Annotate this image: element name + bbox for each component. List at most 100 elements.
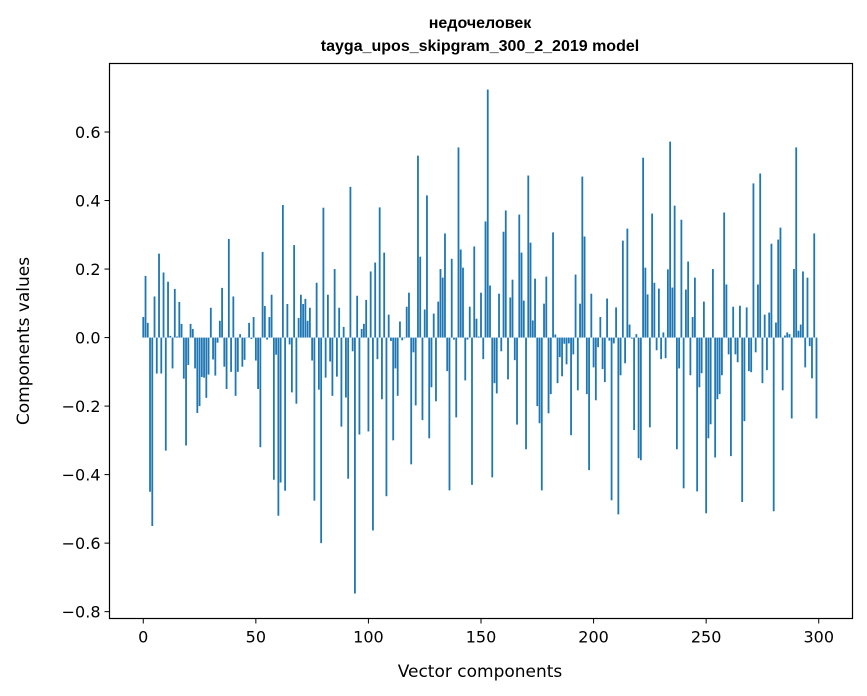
- bar-25: [198, 337, 201, 407]
- bar-263: [734, 337, 737, 355]
- bar-36: [223, 337, 226, 367]
- bar-2: [146, 322, 149, 338]
- bar-179: [545, 276, 548, 338]
- bar-112: [394, 337, 397, 369]
- bar-229: [657, 288, 660, 338]
- bar-254: [714, 337, 717, 458]
- bar-190: [570, 337, 572, 436]
- bar-206: [606, 298, 608, 338]
- bar-140: [457, 147, 460, 338]
- x-tick-label: 100: [353, 628, 384, 647]
- bar-48: [250, 337, 253, 339]
- bar-277: [766, 337, 768, 371]
- bar-131: [437, 301, 440, 338]
- bar-120: [412, 337, 415, 353]
- bar-124: [421, 337, 424, 421]
- bar-77: [315, 282, 318, 338]
- x-tick-label: 50: [246, 628, 266, 647]
- bar-128: [430, 337, 433, 388]
- bar-290: [795, 147, 798, 338]
- bar-298: [813, 233, 816, 338]
- bar-173: [531, 320, 534, 338]
- bar-218: [633, 337, 636, 431]
- bar-27: [203, 337, 205, 378]
- bar-122: [417, 155, 419, 338]
- bar-294: [804, 337, 807, 368]
- bar-180: [547, 337, 550, 414]
- bar-31: [212, 337, 214, 360]
- bar-242: [687, 261, 690, 338]
- bar-85: [333, 269, 336, 338]
- y-tick-label: 0.6: [75, 123, 100, 142]
- x-tick-label: 250: [691, 628, 722, 647]
- bar-236: [673, 205, 676, 338]
- bar-215: [626, 228, 629, 338]
- bar-80: [322, 207, 325, 338]
- bar-88: [340, 337, 343, 427]
- bar-291: [797, 330, 800, 338]
- bar-47: [248, 322, 250, 338]
- bar-249: [702, 301, 705, 338]
- bar-174: [534, 278, 536, 338]
- bar-168: [520, 252, 523, 338]
- bar-221: [639, 337, 642, 461]
- bar-275: [761, 337, 764, 384]
- bar-238: [678, 337, 681, 369]
- bar-216: [628, 324, 631, 338]
- bar-0: [142, 317, 145, 338]
- bar-160: [502, 231, 505, 338]
- bar-115: [401, 337, 404, 341]
- bar-52: [259, 337, 262, 448]
- bar-23: [194, 337, 196, 369]
- y-tick-label: −0.2: [62, 397, 101, 416]
- bar-97: [360, 329, 363, 338]
- bar-130: [435, 337, 437, 402]
- bar-198: [588, 337, 590, 471]
- bar-74: [308, 307, 311, 338]
- bar-203: [599, 317, 602, 338]
- bar-159: [500, 337, 503, 352]
- bar-155: [491, 337, 494, 478]
- bar-44: [241, 337, 244, 367]
- chart-subtitle: tayga_upos_skipgram_300_2_2019 model: [321, 38, 639, 55]
- bar-84: [331, 337, 334, 396]
- y-tick-label: 0.0: [75, 329, 100, 348]
- bar-134: [444, 233, 446, 338]
- bar-87: [338, 307, 341, 338]
- bar-247: [698, 337, 701, 388]
- bar-217: [630, 337, 633, 339]
- bar-237: [675, 337, 678, 450]
- bar-103: [374, 262, 377, 338]
- bar-107: [383, 252, 386, 338]
- bar-192: [574, 274, 577, 338]
- bar-20: [187, 337, 190, 365]
- bar-232: [664, 337, 667, 359]
- y-axis-ticks: −0.8 −0.6 −0.4 −0.2 0.0 0.2 0.4 0.6: [62, 123, 110, 622]
- bar-57: [270, 294, 273, 338]
- bar-141: [459, 249, 462, 338]
- bar-279: [770, 243, 773, 338]
- bar-96: [358, 337, 361, 435]
- bar-55: [266, 337, 269, 340]
- bar-92: [349, 186, 352, 338]
- bar-213: [621, 240, 624, 338]
- bar-241: [684, 289, 687, 338]
- bar-269: [748, 337, 750, 372]
- bar-224: [646, 294, 649, 338]
- bar-258: [723, 212, 726, 338]
- bar-10: [164, 337, 167, 451]
- bar-209: [612, 337, 615, 344]
- bar-188: [565, 337, 568, 365]
- bar-276: [763, 314, 766, 338]
- bars-group: [142, 89, 818, 594]
- bar-261: [730, 337, 732, 457]
- bar-282: [777, 239, 780, 338]
- bar-8: [160, 337, 163, 374]
- bar-83: [329, 337, 332, 362]
- bar-137: [450, 258, 453, 338]
- y-tick-label: 0.4: [75, 192, 100, 211]
- bar-163: [509, 297, 512, 338]
- bar-129: [432, 313, 435, 338]
- bar-289: [793, 269, 795, 338]
- bar-14: [173, 288, 176, 338]
